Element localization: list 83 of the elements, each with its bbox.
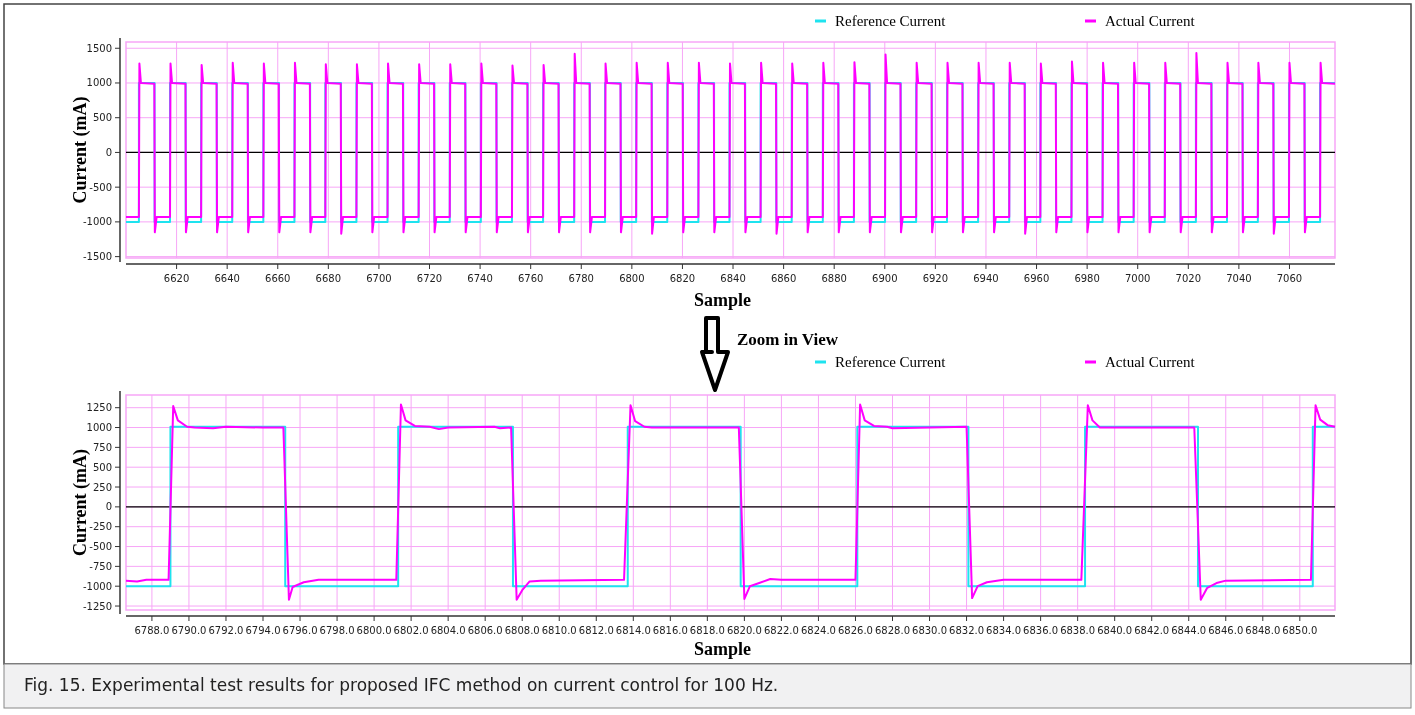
x-tick-label: 6620 bbox=[163, 273, 190, 284]
x-tick-label: 6846.0 bbox=[1208, 625, 1244, 636]
x-tick-label: 6920 bbox=[922, 273, 949, 284]
x-tick-label: 6820.0 bbox=[726, 625, 762, 636]
y-tick-label: 1500 bbox=[86, 42, 112, 54]
x-tick-label: 6838.0 bbox=[1060, 625, 1096, 636]
x-tick-label: 6816.0 bbox=[652, 625, 688, 636]
text: Zoom in View bbox=[737, 330, 839, 349]
y-tick-label: -1000 bbox=[82, 580, 112, 592]
x-tick-label: 6804.0 bbox=[430, 625, 466, 636]
x-tick-label: 6814.0 bbox=[615, 625, 651, 636]
x-tick-label: 6700 bbox=[366, 273, 392, 284]
x-tick-label: 6640 bbox=[214, 273, 240, 284]
y-tick-label: 0 bbox=[105, 501, 112, 513]
x-tick-label: 6808.0 bbox=[504, 625, 540, 636]
x-tick-label: 6720 bbox=[416, 273, 443, 284]
y-tick-label: 1000 bbox=[86, 422, 112, 434]
x-tick-label: 6842.0 bbox=[1134, 625, 1170, 636]
x-tick-label: 6834.0 bbox=[986, 625, 1022, 636]
x-tick-label: 6802.0 bbox=[393, 625, 429, 636]
x-tick-label: 6812.0 bbox=[578, 625, 614, 636]
caption: Fig. 15. Experimental test results for proposed IFC method on current control for 100 Hz. bbox=[24, 675, 779, 695]
x-tick-label: 6826.0 bbox=[837, 625, 873, 636]
x-tick-label: 6790.0 bbox=[171, 625, 207, 636]
x-tick-label: 6840 bbox=[720, 273, 746, 284]
x-tick-label: 6880 bbox=[821, 273, 847, 284]
x-tick-label: 6760 bbox=[517, 273, 544, 284]
x-tick-label: 6818.0 bbox=[689, 625, 725, 636]
legend-label: Actual Current bbox=[1105, 13, 1196, 30]
legend-label: Actual Current bbox=[1105, 354, 1196, 371]
x-tick-label: 7000 bbox=[1124, 273, 1151, 284]
y-tick-label: -1500 bbox=[82, 251, 112, 263]
x-tick-label: 6828.0 bbox=[875, 625, 910, 636]
x-tick-label: 6792.0 bbox=[208, 625, 244, 636]
x-tick-label: 6830.0 bbox=[912, 625, 948, 636]
legend-label: Reference Current bbox=[835, 354, 947, 371]
x-tick-label: 6860 bbox=[770, 273, 797, 284]
x-tick-label: 6680 bbox=[315, 273, 342, 284]
x-tick-label: 6822.0 bbox=[763, 625, 799, 636]
y-tick-label: -1000 bbox=[82, 216, 112, 228]
y-tick-label: 250 bbox=[92, 481, 112, 493]
x-tick-label: 6660 bbox=[265, 273, 291, 284]
x-tick-label: 6832.0 bbox=[949, 625, 985, 636]
x-tick-label: 6850.0 bbox=[1282, 625, 1318, 636]
y-tick-label: 1250 bbox=[86, 402, 112, 414]
y-tick-label: 500 bbox=[92, 112, 112, 124]
x-tick-label: 6800.0 bbox=[356, 625, 392, 636]
x-tick-label: 6794.0 bbox=[245, 625, 281, 636]
x-tick-label: 6900 bbox=[872, 273, 898, 284]
x-tick-label: 6800 bbox=[619, 273, 645, 284]
legend-label: Reference Current bbox=[835, 13, 947, 30]
y-tick-label: -250 bbox=[89, 521, 112, 533]
x-tick-label: 7060 bbox=[1276, 273, 1303, 284]
y-tick-label: -750 bbox=[89, 560, 112, 572]
y-axis-title: Current (mA) bbox=[70, 448, 91, 557]
x-tick-label: 6806.0 bbox=[467, 625, 503, 636]
x-tick-label: 6840.0 bbox=[1097, 625, 1133, 636]
x-tick-label: 7020 bbox=[1175, 273, 1202, 284]
x-axis-title: Sample bbox=[693, 290, 752, 310]
x-axis-title: Sample bbox=[693, 639, 752, 659]
x-tick-label: 6820 bbox=[669, 273, 696, 284]
x-tick-label: 6980 bbox=[1074, 273, 1100, 284]
y-tick-label: -1250 bbox=[82, 600, 112, 612]
x-tick-label: 6844.0 bbox=[1171, 625, 1207, 636]
x-tick-label: 6848.0 bbox=[1245, 625, 1281, 636]
x-tick-label: 6798.0 bbox=[319, 625, 355, 636]
y-tick-label: 750 bbox=[92, 441, 112, 453]
x-tick-label: 7040 bbox=[1226, 273, 1252, 284]
y-tick-label: 500 bbox=[92, 461, 112, 473]
x-tick-label: 6836.0 bbox=[1023, 625, 1059, 636]
y-tick-label: 0 bbox=[105, 146, 112, 158]
y-tick-label: -500 bbox=[89, 541, 112, 553]
x-tick-label: 6740 bbox=[467, 273, 493, 284]
y-tick-label: -500 bbox=[89, 181, 112, 193]
x-tick-label: 6824.0 bbox=[800, 625, 836, 636]
x-tick-label: 6780 bbox=[568, 273, 594, 284]
x-tick-label: 6788.0 bbox=[134, 625, 170, 636]
y-tick-label: 1000 bbox=[86, 77, 112, 89]
y-axis-title: Current (mA) bbox=[70, 96, 91, 204]
x-tick-label: 6960 bbox=[1023, 273, 1050, 284]
x-tick-label: 6810.0 bbox=[541, 625, 577, 636]
x-tick-label: 6796.0 bbox=[282, 625, 318, 636]
x-tick-label: 6940 bbox=[973, 273, 999, 284]
